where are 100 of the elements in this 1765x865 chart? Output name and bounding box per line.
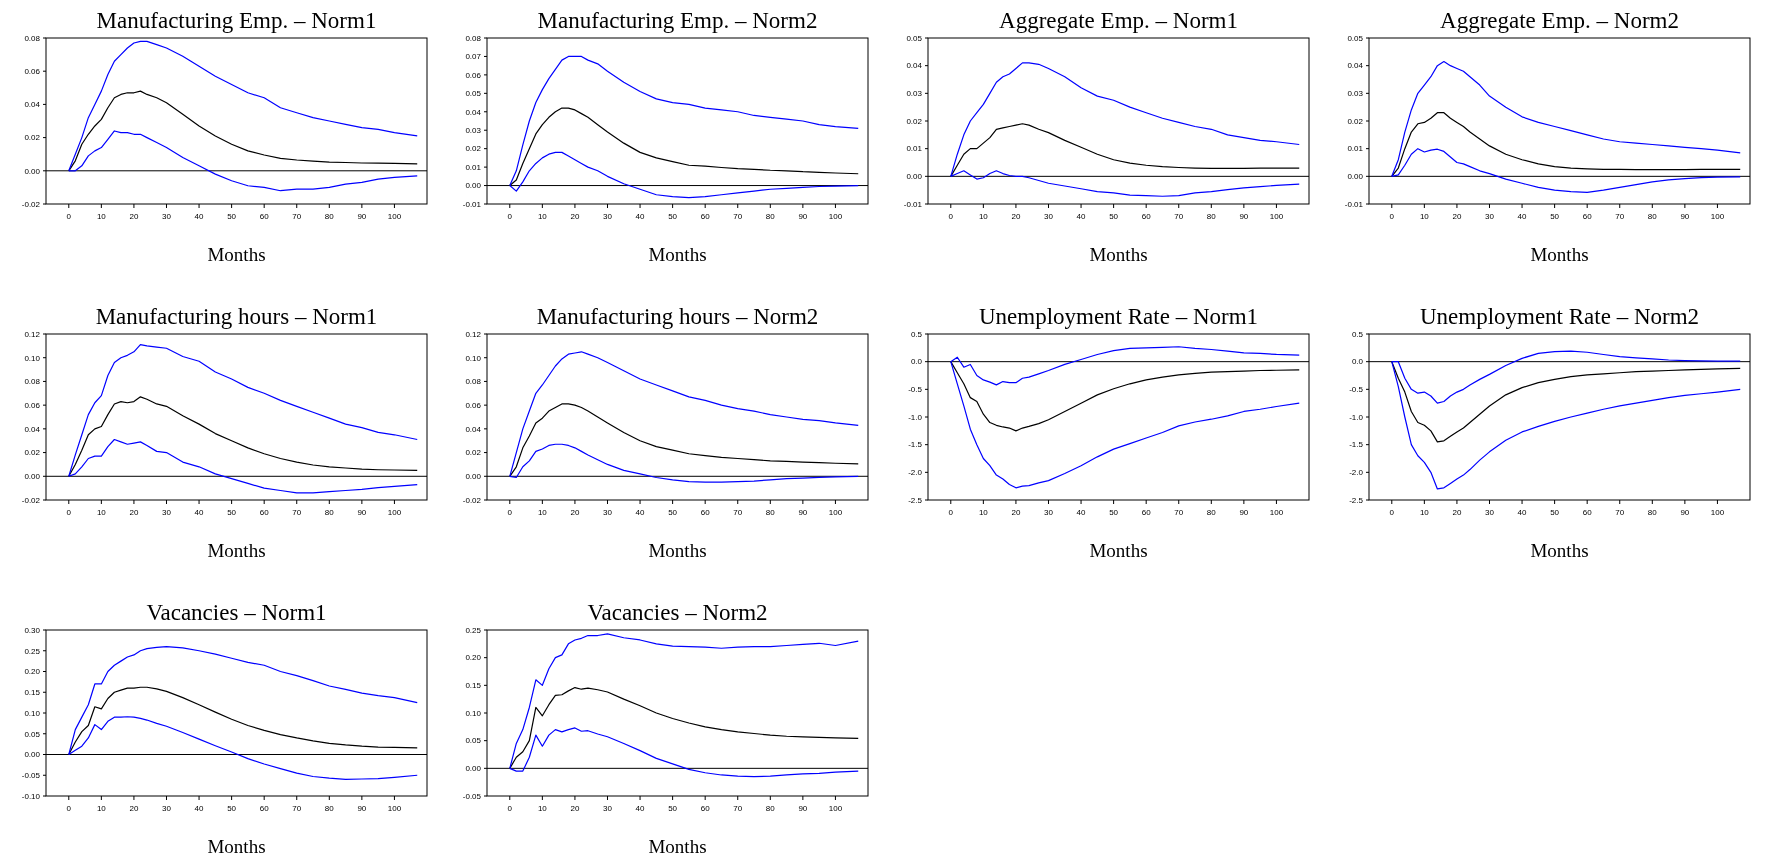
x-tick-label: 50 xyxy=(668,508,678,517)
x-tick-label: 0 xyxy=(1389,212,1395,221)
y-tick-label: 0.10 xyxy=(24,353,41,363)
x-tick-label: 30 xyxy=(1485,212,1495,221)
x-tick-label: 40 xyxy=(1076,508,1087,517)
x-tick-label: 70 xyxy=(733,508,743,517)
x-tick-label: 20 xyxy=(570,804,580,813)
x-tick-label: 100 xyxy=(1269,508,1284,517)
x-tick-label: 0 xyxy=(66,804,72,813)
x-tick-label: 50 xyxy=(227,804,237,813)
y-tick-label: 0.04 xyxy=(465,424,482,434)
y-tick-label: -0.05 xyxy=(462,791,482,801)
x-tick-label: 40 xyxy=(1076,212,1087,221)
y-tick-label: 0.00 xyxy=(906,172,923,182)
x-tick-label: 30 xyxy=(603,212,613,221)
chart-title: Vacancies – Norm1 xyxy=(146,600,327,625)
chart-title: Manufacturing hours – Norm2 xyxy=(536,304,819,329)
x-axis-title: Months xyxy=(1089,540,1148,561)
x-tick-label: 20 xyxy=(570,508,580,517)
x-axis-title: Months xyxy=(648,540,707,561)
x-tick-label: 10 xyxy=(1419,212,1430,221)
chart-title: Aggregate Emp. – Norm2 xyxy=(1440,8,1679,33)
chart-title: Manufacturing Emp. – Norm2 xyxy=(537,8,818,33)
x-tick-label: 50 xyxy=(1109,508,1119,517)
x-tick-label: 90 xyxy=(357,804,367,813)
x-tick-label: 0 xyxy=(1389,508,1395,517)
y-tick-label: 0.30 xyxy=(24,625,41,635)
y-tick-label: 0.20 xyxy=(24,667,41,677)
y-tick-label: 0.00 xyxy=(465,764,482,774)
y-tick-label: 0.06 xyxy=(465,400,482,410)
x-tick-label: 30 xyxy=(1485,508,1495,517)
x-tick-label: 80 xyxy=(324,212,335,221)
y-tick-label: 0.08 xyxy=(24,377,41,387)
x-tick-label: 100 xyxy=(828,508,843,517)
x-tick-label: 80 xyxy=(1206,508,1217,517)
y-tick-label: 0.00 xyxy=(24,472,41,482)
x-axis-title: Months xyxy=(207,540,266,561)
x-axis-title: Months xyxy=(207,836,266,857)
y-tick-label: 0.02 xyxy=(465,144,482,154)
y-tick-label: 0.0 xyxy=(1351,357,1364,367)
y-tick-label: 0.02 xyxy=(24,133,41,143)
x-tick-label: 10 xyxy=(978,212,989,221)
x-tick-label: 100 xyxy=(828,804,843,813)
x-tick-label: 100 xyxy=(387,508,402,517)
y-tick-label: 0.02 xyxy=(24,448,41,458)
y-tick-label: 0.0 xyxy=(910,357,923,367)
y-tick-label: -2.5 xyxy=(1349,495,1364,505)
y-tick-label: -0.01 xyxy=(1344,199,1364,209)
chart-title: Vacancies – Norm2 xyxy=(587,600,768,625)
x-tick-label: 60 xyxy=(1141,212,1152,221)
x-tick-label: 40 xyxy=(194,508,205,517)
y-tick-label: 0.06 xyxy=(465,70,482,80)
x-tick-label: 70 xyxy=(292,804,302,813)
y-tick-label: 0.25 xyxy=(465,625,482,635)
y-tick-label: -0.10 xyxy=(21,791,41,801)
x-tick-label: 60 xyxy=(259,804,270,813)
x-tick-label: 0 xyxy=(66,508,72,517)
x-tick-label: 30 xyxy=(162,508,172,517)
x-tick-label: 90 xyxy=(357,508,367,517)
x-tick-label: 20 xyxy=(1452,212,1462,221)
x-tick-label: 30 xyxy=(162,212,172,221)
x-tick-label: 80 xyxy=(1206,212,1217,221)
y-tick-label: 0.05 xyxy=(24,729,41,739)
x-tick-label: 20 xyxy=(1011,212,1021,221)
x-axis-title: Months xyxy=(648,836,707,857)
x-tick-label: 90 xyxy=(357,212,367,221)
y-tick-label: 0.10 xyxy=(465,353,482,363)
y-tick-label: -0.5 xyxy=(1349,385,1364,395)
x-tick-label: 0 xyxy=(507,508,513,517)
y-tick-label: 0.08 xyxy=(24,33,41,43)
chart-title: Manufacturing hours – Norm1 xyxy=(95,304,378,329)
y-tick-label: -2.0 xyxy=(1349,468,1364,478)
y-tick-label: 0.03 xyxy=(1347,89,1364,99)
y-tick-label: -0.02 xyxy=(21,199,41,209)
y-tick-label: 0.04 xyxy=(1347,61,1364,71)
x-tick-label: 70 xyxy=(733,212,743,221)
x-tick-label: 100 xyxy=(828,212,843,221)
x-tick-label: 90 xyxy=(798,508,808,517)
x-tick-label: 70 xyxy=(733,804,743,813)
y-tick-label: 0.02 xyxy=(1347,116,1364,126)
y-tick-label: -2.5 xyxy=(908,495,923,505)
x-tick-label: 60 xyxy=(259,212,270,221)
x-tick-label: 10 xyxy=(978,508,989,517)
x-tick-label: 60 xyxy=(1141,508,1152,517)
x-tick-label: 50 xyxy=(668,804,678,813)
y-tick-label: 0.03 xyxy=(465,126,482,136)
x-tick-label: 60 xyxy=(700,804,711,813)
x-tick-label: 40 xyxy=(194,212,205,221)
x-tick-label: 0 xyxy=(66,212,72,221)
y-tick-label: 0.05 xyxy=(465,736,482,746)
y-tick-label: 0.00 xyxy=(24,750,41,760)
x-tick-label: 20 xyxy=(1452,508,1462,517)
x-tick-label: 40 xyxy=(1517,508,1528,517)
y-tick-label: -0.5 xyxy=(908,385,923,395)
x-tick-label: 50 xyxy=(668,212,678,221)
x-tick-label: 40 xyxy=(635,212,646,221)
y-tick-label: -0.01 xyxy=(903,199,923,209)
x-tick-label: 70 xyxy=(1174,212,1184,221)
x-tick-label: 60 xyxy=(700,508,711,517)
x-tick-label: 0 xyxy=(948,508,954,517)
